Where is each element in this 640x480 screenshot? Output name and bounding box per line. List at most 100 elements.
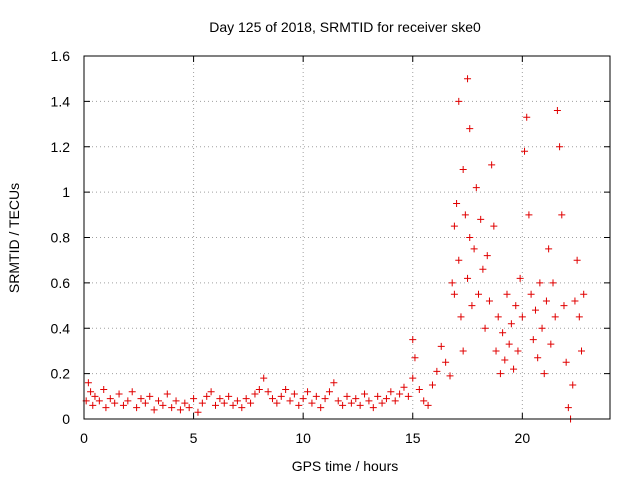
data-point — [450, 222, 458, 230]
data-point — [494, 313, 502, 321]
data-point — [317, 404, 325, 412]
x-tick-label: 20 — [515, 430, 531, 446]
data-point — [181, 399, 189, 407]
data-point — [523, 113, 531, 121]
data-point — [365, 397, 373, 405]
y-tick-label: 1.4 — [51, 93, 71, 109]
data-point — [492, 347, 500, 355]
data-point — [87, 388, 95, 396]
data-point — [540, 370, 548, 378]
y-tick-label: 1 — [62, 184, 70, 200]
data-point — [560, 302, 568, 310]
x-tick-label: 0 — [80, 430, 88, 446]
data-point — [391, 397, 399, 405]
data-point — [220, 399, 228, 407]
data-point — [442, 358, 450, 366]
data-point — [446, 372, 454, 380]
x-tick-label: 10 — [295, 430, 311, 446]
data-point — [172, 397, 180, 405]
data-point — [89, 401, 97, 409]
data-point — [549, 279, 557, 287]
y-tick-label: 0.8 — [51, 230, 71, 246]
data-point — [273, 399, 281, 407]
data-point — [578, 347, 586, 355]
data-point — [488, 161, 496, 169]
data-point — [529, 336, 537, 344]
data-point — [564, 404, 572, 412]
data-point — [536, 279, 544, 287]
plot-frame — [83, 55, 611, 420]
data-point — [207, 388, 215, 396]
data-point — [481, 324, 489, 332]
data-point — [194, 408, 202, 416]
data-point — [312, 392, 320, 400]
data-point — [286, 397, 294, 405]
data-point — [91, 392, 99, 400]
y-tick-label: 0.6 — [51, 275, 71, 291]
y-tick-label: 1.2 — [51, 139, 71, 155]
data-point — [580, 290, 588, 298]
data-point — [304, 388, 312, 396]
data-point — [159, 401, 167, 409]
data-point — [468, 302, 476, 310]
data-point — [562, 358, 570, 366]
data-point — [268, 395, 276, 403]
data-point — [198, 399, 206, 407]
data-point — [466, 234, 474, 241]
data-point — [396, 390, 404, 398]
data-point — [448, 279, 456, 287]
x-axis-ticks: 0 5 10 15 20 — [80, 56, 530, 446]
data-point — [516, 274, 524, 282]
data-point — [472, 184, 480, 192]
data-point — [470, 245, 478, 253]
x-tick-label: 5 — [190, 430, 198, 446]
grid-lines — [84, 56, 610, 419]
data-point — [510, 365, 518, 373]
data-point — [503, 290, 511, 298]
data-point — [409, 336, 417, 344]
data-point — [238, 404, 246, 412]
data-point — [102, 404, 110, 412]
y-tick-label: 0.2 — [51, 366, 71, 382]
data-point — [466, 125, 474, 133]
data-point — [84, 379, 92, 387]
data-point — [190, 395, 198, 403]
data-point — [525, 211, 533, 219]
data-point — [518, 313, 526, 321]
data-point — [464, 75, 472, 83]
data-point — [176, 406, 184, 414]
data-point — [459, 165, 467, 173]
data-point — [330, 379, 338, 387]
data-point — [433, 367, 441, 375]
data-point — [501, 356, 509, 364]
data-point — [128, 388, 136, 396]
data-point — [382, 395, 390, 403]
data-point — [409, 374, 417, 382]
y-tick-label: 0.4 — [51, 320, 71, 336]
data-point — [111, 399, 119, 407]
data-point — [361, 390, 369, 398]
data-point — [247, 399, 255, 407]
data-point — [308, 399, 316, 407]
data-point — [507, 320, 515, 328]
data-point — [437, 342, 445, 350]
data-point — [505, 340, 513, 348]
data-point — [212, 401, 219, 409]
data-point — [450, 290, 458, 298]
data-point — [404, 392, 412, 400]
data-point — [334, 397, 342, 405]
data-point — [499, 329, 507, 337]
data-point — [428, 381, 436, 389]
data-point — [106, 395, 114, 403]
data-point — [538, 324, 546, 332]
data-point — [163, 390, 171, 398]
y-tick-label: 1.6 — [51, 48, 71, 64]
data-point — [203, 392, 211, 400]
data-point — [229, 401, 237, 409]
chart-title: Day 125 of 2018, SRMTID for receiver ske… — [209, 19, 481, 35]
data-point — [343, 392, 351, 400]
x-axis-label: GPS time / hours — [292, 458, 399, 474]
data-point — [277, 392, 285, 400]
data-point — [400, 383, 408, 391]
